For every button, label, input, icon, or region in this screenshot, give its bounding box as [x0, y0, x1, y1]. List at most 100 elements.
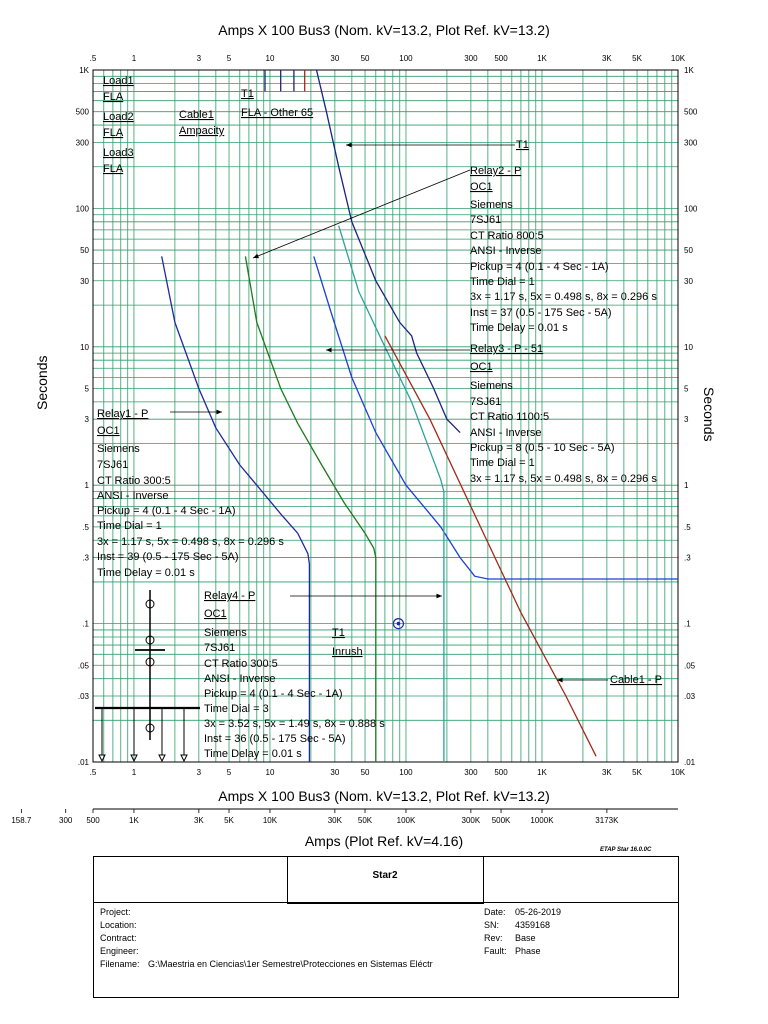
device-setting-label: Siemens	[470, 380, 513, 392]
y-tick-label-left: 300	[76, 138, 90, 147]
x-tick-label-top: 300	[464, 54, 478, 63]
x-tick-label-top: 50	[361, 54, 370, 63]
diagram-relay-symbol	[145, 635, 155, 645]
y-tick-label-right: .5	[684, 523, 691, 532]
one-line-diagram	[95, 590, 200, 763]
device-setting-label: Siemens	[204, 627, 247, 639]
curve-t1	[315, 69, 461, 434]
y-tick-label-right: 10	[684, 343, 693, 352]
curve-name-label: Relay1 - P	[97, 408, 148, 420]
secondary-axis-tick-label: 500K	[492, 816, 511, 825]
sn-value: 4359168	[515, 920, 551, 930]
filename-label: Filename:	[100, 959, 140, 969]
leader-arrowhead	[436, 593, 442, 599]
secondary-axis-tick-label: 300K	[462, 816, 481, 825]
x-tick-label-bottom: 300	[464, 768, 478, 777]
curve-name-label: FLA - Other 65	[241, 107, 313, 119]
curve-name-label: Relay3 - P - 51	[470, 343, 543, 355]
sn-label: SN:	[484, 920, 500, 930]
x-tick-label-top: 5	[227, 54, 232, 63]
x-tick-label-top: 3	[197, 54, 202, 63]
secondary-axis-tick-label: 30K	[328, 816, 343, 825]
curve-relay2-p	[313, 256, 678, 580]
title-block-divider	[93, 902, 678, 903]
device-setting-label: Inst = 37 (0.5 - 175 Sec - 5A)	[470, 307, 612, 319]
y-tick-label-right: 300	[684, 138, 698, 147]
curve-name-label: OC1	[204, 608, 227, 620]
bottom-amps-title: Amps (Plot Ref. kV=4.16)	[304, 833, 464, 849]
curve-cable1-p	[384, 335, 597, 757]
y-tick-label-right: .03	[684, 692, 696, 701]
curve-name-label: FLA	[103, 91, 124, 103]
secondary-axis-tick-label: 158.7	[11, 816, 32, 825]
project-label: Project:	[100, 907, 131, 917]
device-setting-label: Time Delay = 0.01 s	[470, 322, 568, 334]
location-label: Location:	[100, 920, 137, 930]
y-tick-label-left: .5	[82, 523, 89, 532]
curve-name-label: Ampacity	[179, 125, 225, 137]
secondary-axis-tick-label: 50K	[358, 816, 373, 825]
title-block-name-box	[287, 856, 484, 904]
x-tick-label-bottom: 3	[197, 768, 202, 777]
y-tick-label-left: 1K	[79, 66, 89, 75]
y-tick-label-right: .1	[684, 620, 691, 629]
device-setting-label: CT Ratio 1100:5	[470, 411, 549, 423]
leader-line	[252, 169, 471, 259]
device-setting-label: 7SJ61	[470, 214, 501, 226]
x-tick-label-top: 3K	[602, 54, 612, 63]
y-tick-label-left: 10	[80, 343, 89, 352]
y-tick-label-left: 5	[85, 384, 90, 393]
device-setting-label: Time Dial = 1	[470, 457, 535, 469]
device-setting-label: Siemens	[97, 443, 140, 455]
device-setting-label: Pickup = 4 (0.1 - 4 Sec - 1A)	[470, 261, 608, 273]
secondary-axis-tick-label: 500	[86, 816, 100, 825]
leader-arrowhead	[346, 142, 352, 148]
y-tick-label-left: 500	[76, 108, 90, 117]
curve-name-label: OC1	[97, 425, 120, 437]
device-setting-label: 3x = 1.17 s, 5x = 0.498 s, 8x = 0.296 s	[470, 473, 657, 485]
y-tick-label-left: .3	[82, 554, 89, 563]
y-tick-label-right: 3	[684, 415, 689, 424]
device-setting-label: CT Ratio 300:5	[97, 475, 171, 487]
x-tick-label-bottom: 1	[132, 768, 137, 777]
y-tick-label-left: 3	[85, 415, 90, 424]
curve-name-label: T1	[516, 139, 529, 151]
device-setting-label: CT Ratio 300:5	[204, 658, 278, 670]
fault-point-marker-center	[396, 621, 401, 626]
leader-arrowhead	[326, 347, 332, 353]
x-tick-label-bottom: 3K	[602, 768, 612, 777]
curve-relay1-p	[161, 256, 311, 762]
y-tick-label-right: 100	[684, 204, 698, 213]
x-tick-label-top: 10K	[671, 54, 686, 63]
device-setting-label: Time Dial = 3	[204, 703, 269, 715]
title-block-name: Star2	[372, 870, 398, 881]
rev-value: Base	[515, 933, 536, 943]
device-setting-label: Siemens	[470, 199, 513, 211]
device-setting-label: 7SJ61	[204, 642, 235, 654]
x-tick-label-bottom: 5K	[632, 768, 642, 777]
x-tick-label-top: 10	[266, 54, 275, 63]
date-label: Date:	[484, 907, 506, 917]
device-setting-label: Time Dial = 1	[470, 276, 535, 288]
y-tick-label-left: 1	[85, 481, 90, 490]
etap-version: ETAP Star 16.0.0C	[600, 847, 652, 853]
device-setting-label: Time Delay = 0.01 s	[97, 567, 195, 579]
x-tick-label-bottom: 1K	[537, 768, 547, 777]
secondary-axis-tick-label: 100K	[397, 816, 416, 825]
curve-name-label: T1	[241, 88, 254, 100]
device-setting-label: 3x = 1.17 s, 5x = 0.498 s, 8x = 0.296 s	[470, 291, 657, 303]
bottom-axis-title: Amps X 100 Bus3 (Nom. kV=13.2, Plot Ref.…	[218, 788, 550, 804]
device-setting-label: Inst = 39 (0.5 - 175 Sec - 5A)	[97, 551, 239, 563]
curve-name-label: FLA	[103, 127, 124, 139]
x-tick-label-top: 1	[132, 54, 137, 63]
diagram-load-arrow	[180, 754, 188, 763]
y-tick-label-right: .3	[684, 554, 691, 563]
y-tick-label-right: 1	[684, 481, 689, 490]
y-tick-label-left: 100	[76, 204, 90, 213]
device-setting-label: 3x = 3.52 s, 5x = 1.49 s, 8x = 0.888 s	[204, 718, 385, 730]
secondary-axis-tick-label: 5K	[224, 816, 234, 825]
device-setting-label: Time Dial = 1	[97, 520, 162, 532]
diagram-relay-symbol	[145, 723, 155, 733]
secondary-axis-tick-label: 3K	[194, 816, 204, 825]
